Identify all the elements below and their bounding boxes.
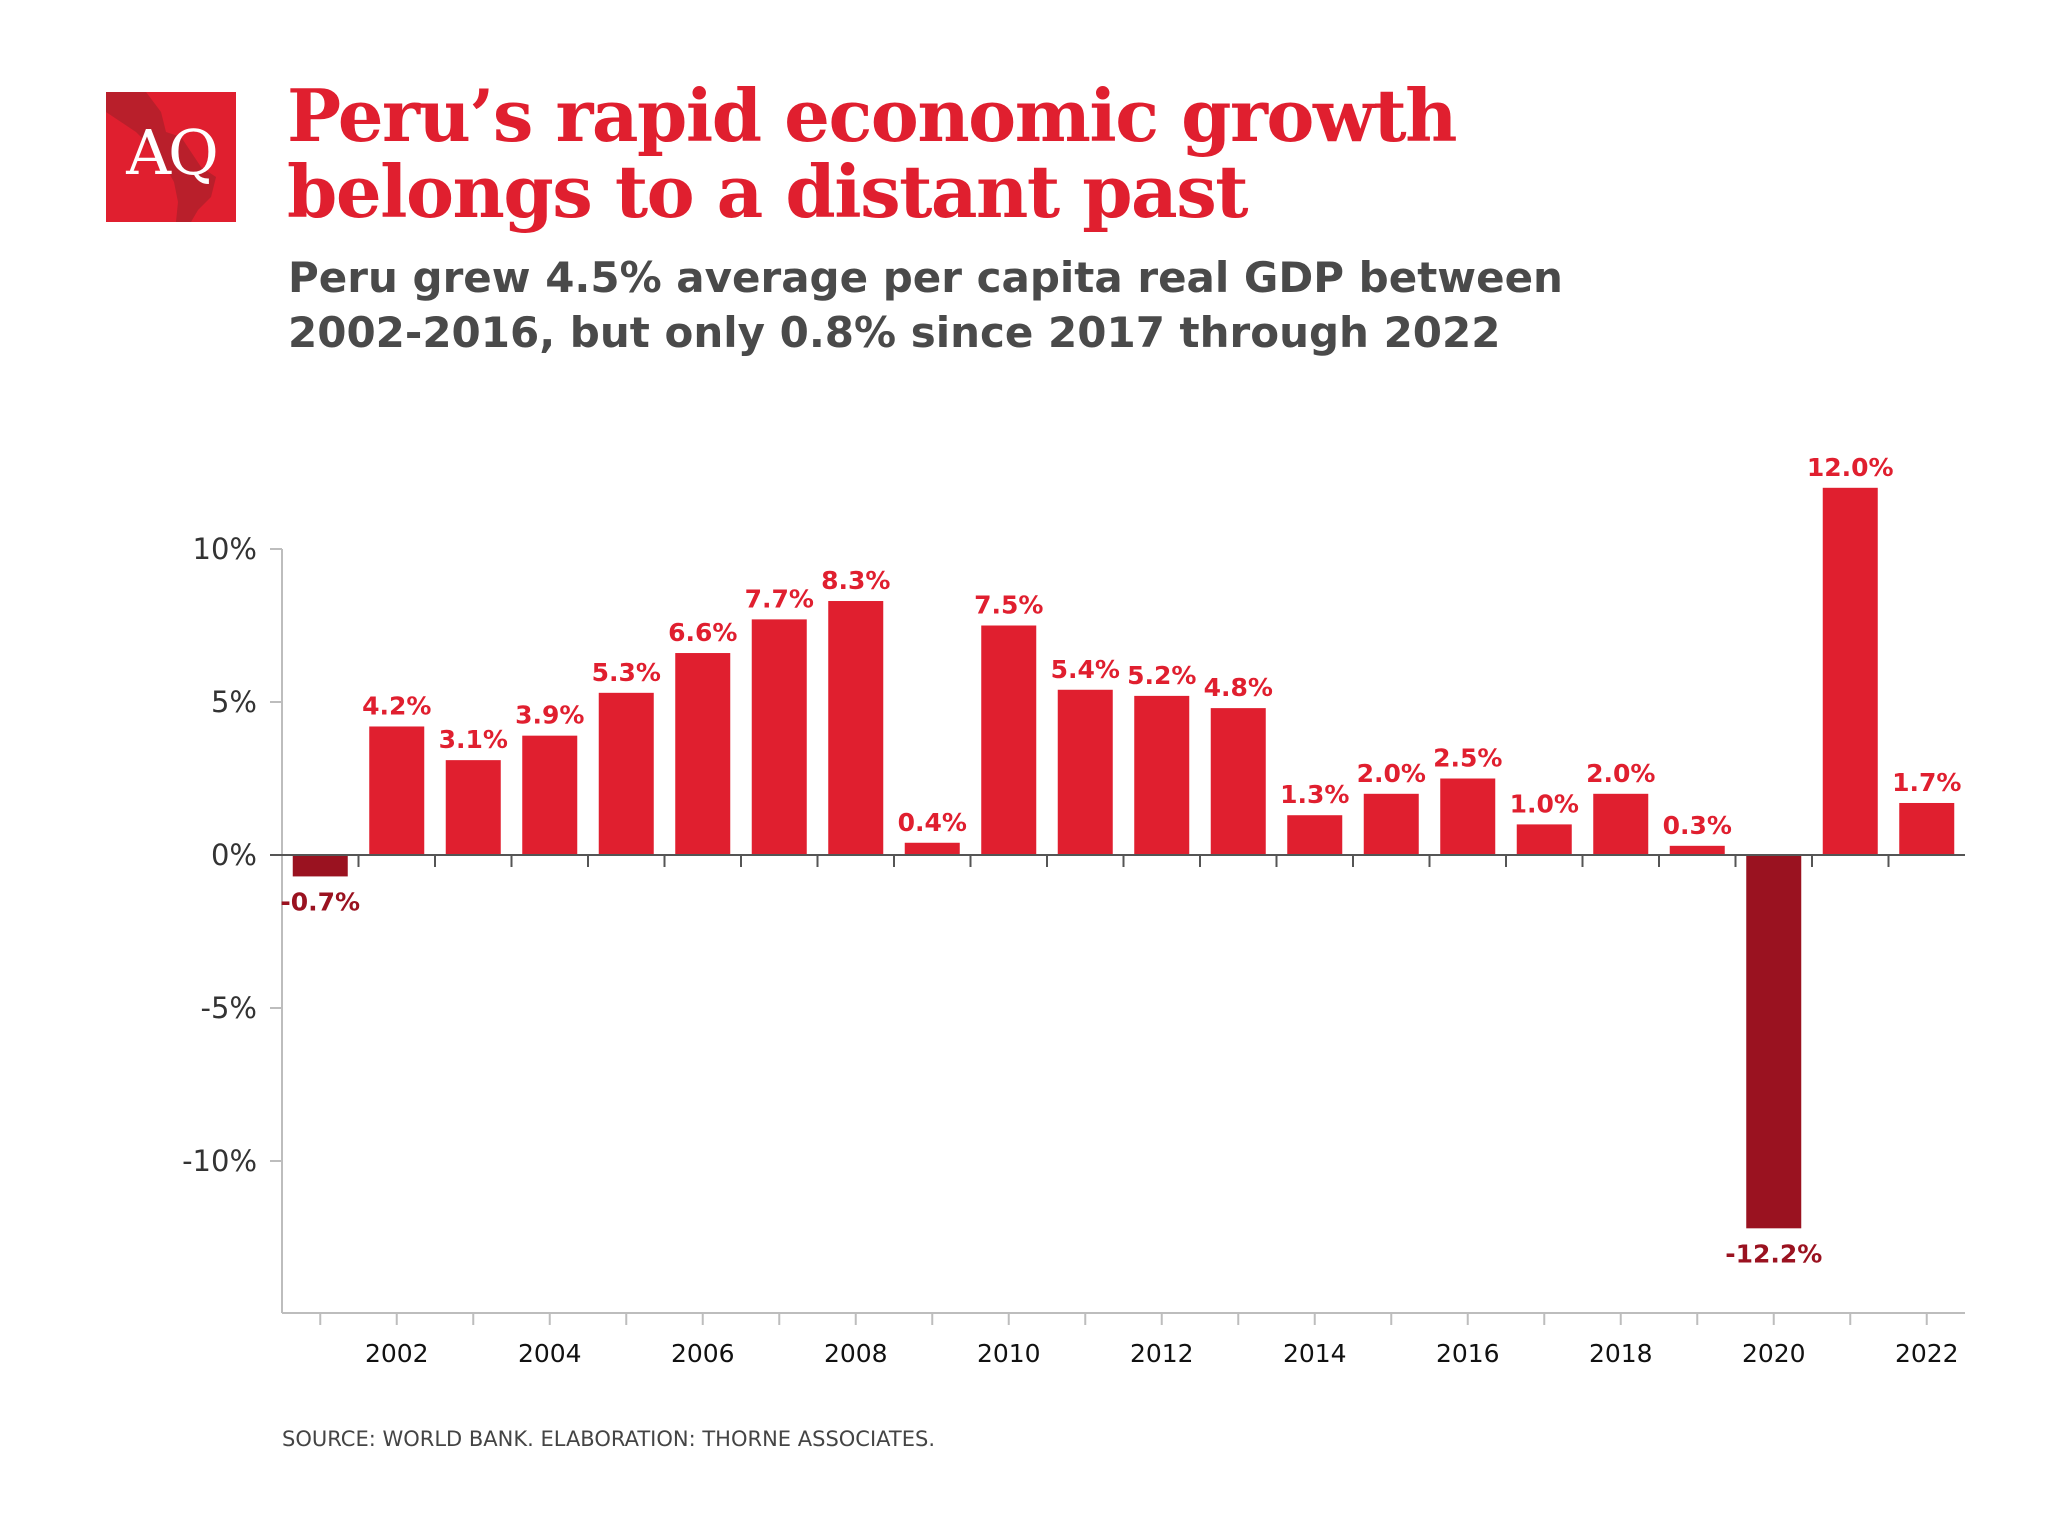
- bar-2010: [981, 625, 1037, 855]
- chart-subtitle: Peru grew 4.5% average per capita real G…: [288, 253, 1563, 357]
- data-label-2006: 6.6%: [668, 618, 737, 647]
- data-label-2010: 7.5%: [974, 591, 1043, 620]
- bar-2004: [522, 735, 578, 855]
- x-tick-label: 2018: [1589, 1339, 1653, 1368]
- data-label-2004: 3.9%: [515, 701, 584, 730]
- data-label-2014: 1.3%: [1280, 780, 1349, 809]
- data-label-2013: 4.8%: [1204, 673, 1273, 702]
- bar-2009: [904, 842, 960, 855]
- data-label-2020: -12.2%: [1725, 1239, 1822, 1268]
- x-tick-label: 2020: [1742, 1339, 1806, 1368]
- x-tick-label: 2016: [1436, 1339, 1500, 1368]
- x-tick-label: 2010: [977, 1339, 1041, 1368]
- data-label-2015: 2.0%: [1357, 759, 1426, 788]
- bar-2014: [1287, 815, 1343, 855]
- bar-2013: [1210, 708, 1266, 855]
- source-note: SOURCE: WORLD BANK. ELABORATION: THORNE …: [282, 1427, 935, 1451]
- data-label-2008: 8.3%: [821, 566, 890, 595]
- x-tick-label: 2014: [1283, 1339, 1347, 1368]
- bar-2008: [828, 601, 884, 855]
- bar-2022: [1899, 802, 1955, 855]
- y-tick-label: 0%: [211, 838, 257, 872]
- data-label-2021: 12.0%: [1807, 453, 1894, 482]
- data-label-2022: 1.7%: [1892, 768, 1961, 797]
- americas-map-icon: [106, 92, 216, 222]
- bar-2001: [292, 855, 348, 877]
- data-label-2002: 4.2%: [362, 691, 431, 720]
- data-label-2012: 5.2%: [1127, 661, 1196, 690]
- x-tick-label: 2012: [1130, 1339, 1194, 1368]
- bar-2007: [751, 619, 807, 855]
- bar-2012: [1134, 695, 1190, 855]
- bar-2016: [1440, 778, 1496, 855]
- bar-2018: [1593, 793, 1649, 855]
- aq-logo: AQ: [106, 92, 236, 222]
- x-tick-label: 2002: [365, 1339, 429, 1368]
- data-label-2011: 5.4%: [1051, 655, 1120, 684]
- bar-2015: [1363, 793, 1419, 855]
- bar-2005: [598, 692, 654, 855]
- bar-2006: [675, 653, 731, 855]
- data-label-2001: -0.7%: [280, 887, 360, 916]
- data-label-2017: 1.0%: [1510, 789, 1579, 818]
- logo-text: AQ: [126, 116, 219, 189]
- x-tick-label: 2022: [1895, 1339, 1959, 1368]
- y-tick-label: -10%: [182, 1144, 257, 1178]
- bar-2020: [1746, 855, 1802, 1229]
- x-tick-label: 2008: [824, 1339, 888, 1368]
- x-tick-label: 2004: [518, 1339, 582, 1368]
- bar-2021: [1822, 487, 1878, 855]
- x-tick-label: 2006: [671, 1339, 735, 1368]
- chart-title: Peru’s rapid economic growth belongs to …: [287, 73, 1458, 234]
- y-tick-label: -5%: [201, 991, 257, 1025]
- bar-2017: [1516, 824, 1572, 855]
- data-label-2019: 0.3%: [1663, 811, 1732, 840]
- y-tick-label: 5%: [211, 685, 257, 719]
- data-label-2005: 5.3%: [592, 658, 661, 687]
- y-tick-label: 10%: [193, 532, 257, 566]
- data-label-2018: 2.0%: [1586, 759, 1655, 788]
- data-label-2003: 3.1%: [439, 725, 508, 754]
- bar-2019: [1669, 845, 1725, 855]
- data-label-2009: 0.4%: [898, 808, 967, 837]
- bar-2011: [1057, 689, 1113, 855]
- bar-2002: [369, 726, 425, 855]
- data-label-2016: 2.5%: [1433, 744, 1502, 773]
- bar-2003: [445, 760, 501, 855]
- data-label-2007: 7.7%: [745, 584, 814, 613]
